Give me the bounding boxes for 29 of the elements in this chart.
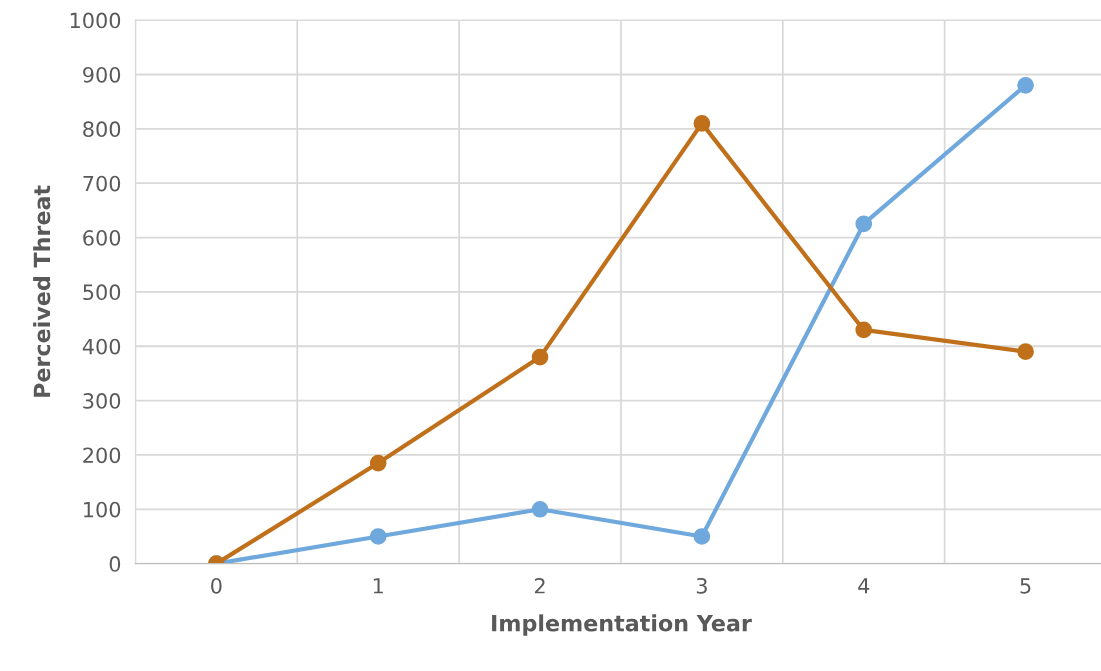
point xyxy=(855,215,873,233)
x-tick-label: 1 xyxy=(373,578,383,594)
point xyxy=(369,454,387,472)
x-tick-label: 4 xyxy=(858,578,870,594)
x-tick-label: 5 xyxy=(1020,578,1031,594)
y-tick-label: 900 xyxy=(83,66,121,83)
y-tick-label: 0 xyxy=(109,556,121,572)
y-tick-label: 300 xyxy=(83,393,121,409)
y-tick-label: 600 xyxy=(83,229,121,246)
y-tick-label: 700 xyxy=(83,175,121,192)
point xyxy=(1017,77,1034,94)
point xyxy=(531,500,549,518)
x-axis-title: Implementation Year xyxy=(492,614,752,636)
x-tick-label: 0 xyxy=(211,577,222,594)
y-tick-label: 800 xyxy=(83,121,121,138)
y-tick-label: 100 xyxy=(84,501,121,518)
y-tick-label: 500 xyxy=(83,284,121,301)
point xyxy=(1017,343,1034,361)
point xyxy=(855,321,873,339)
y-tick-label: 1000 xyxy=(70,12,121,29)
y-tick-label: 400 xyxy=(82,338,121,355)
x-tick-label: 2 xyxy=(534,577,545,594)
point xyxy=(693,528,711,545)
point xyxy=(693,115,711,132)
y-axis-title: Perceived Threat xyxy=(33,185,51,397)
y-tick-label: 200 xyxy=(83,447,121,464)
point xyxy=(531,348,549,366)
point xyxy=(369,528,387,545)
x-tick-label: 3 xyxy=(696,577,707,594)
